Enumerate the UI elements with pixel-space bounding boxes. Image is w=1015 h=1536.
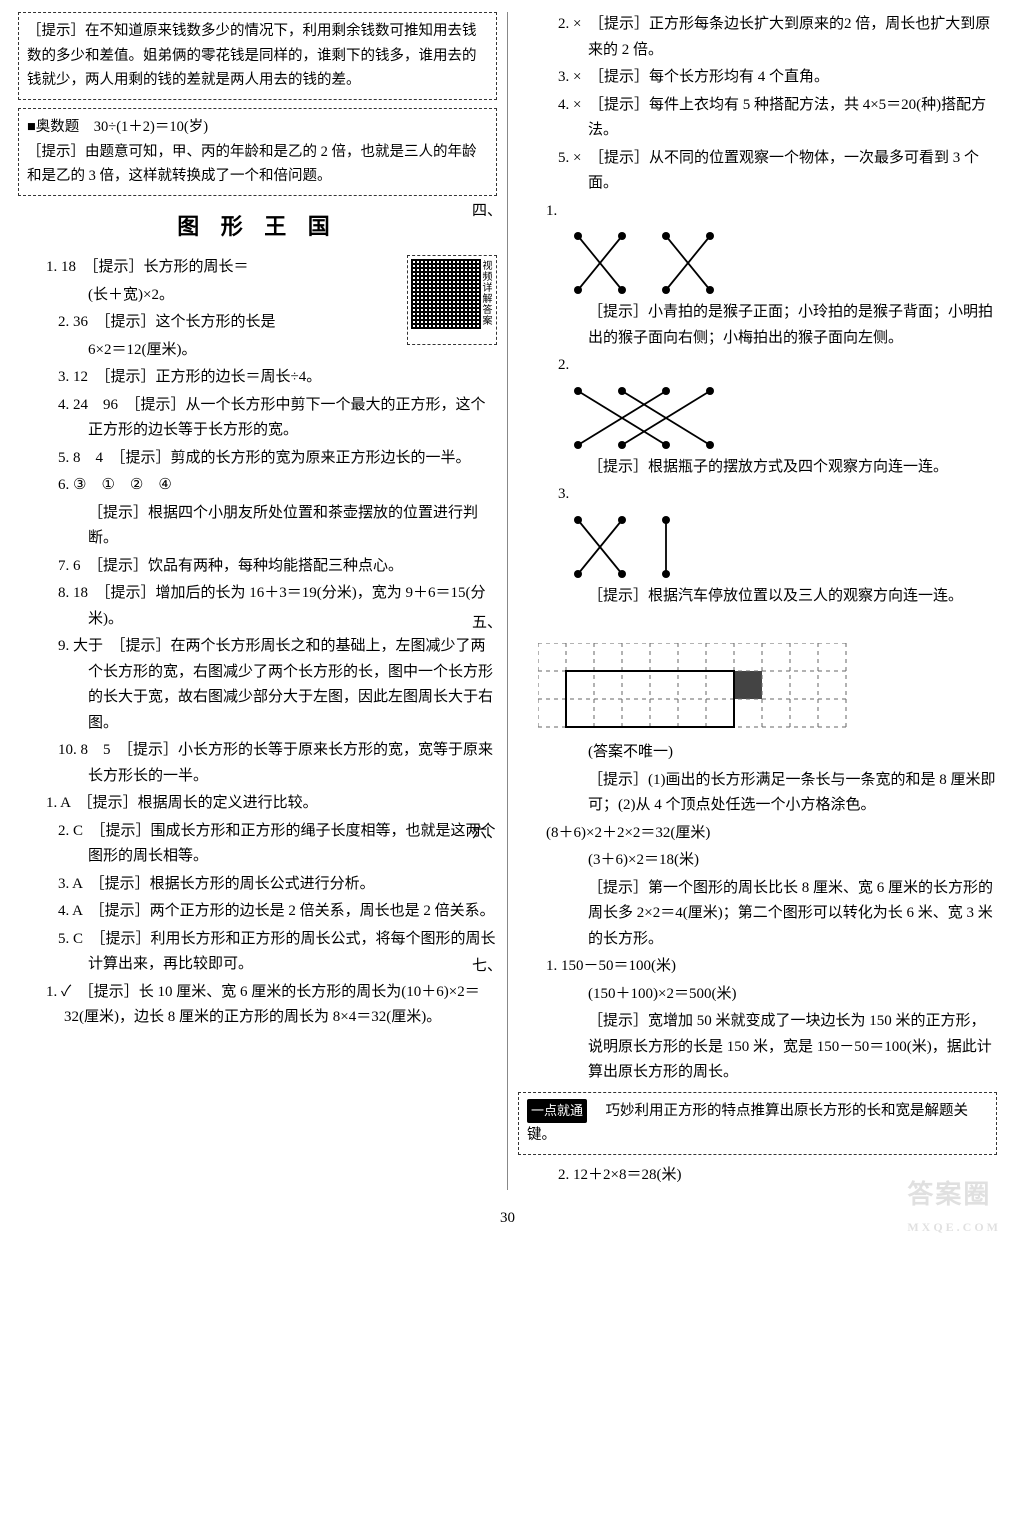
hint-box-2b: ［提示］由题意可知，甲、丙的年龄和是乙的 2 倍，也就是三人的年龄和是乙的 3 … — [27, 140, 488, 189]
s7-l1: 七、1. 150－50＝100(米) — [518, 954, 997, 980]
s4-i1pre: 1. — [546, 203, 557, 219]
s4-i1hint: ［提示］小青拍的是猴子正面；小玲拍的是猴子背面；小明拍出的猴子面向右侧；小梅拍出… — [518, 300, 997, 351]
s7-hint: ［提示］宽增加 50 米就变成了一块边长为 150 米的正方形，说明原长方形的长… — [518, 1009, 997, 1086]
s7-l2: (150＋100)×2＝500(米) — [518, 982, 997, 1008]
s1-i6a: 6. ③ ① ② ④ — [18, 473, 497, 499]
s6-l1t: (8＋6)×2＋2×2＝32(厘米) — [546, 825, 710, 841]
tip-text: 巧妙利用正方形的特点推算出原长方形的长和宽是解题关键。 — [527, 1103, 968, 1144]
qr-label: 视频详解答案 — [477, 260, 494, 326]
s2-label: 二、 — [18, 791, 46, 817]
qr-code: 视频详解答案 — [407, 255, 497, 345]
s2-i3: 3. A ［提示］根据长方形的周长公式进行分析。 — [18, 872, 497, 898]
hint-box-1-text: ［提示］在不知道原来钱数多少的情况下，利用剩余钱数可推知用去钱数的多少和差值。姐… — [27, 23, 477, 88]
s4-i3pre: 3. — [518, 482, 997, 508]
s2-i4: 4. A ［提示］两个正方形的边长是 2 倍关系，周长也是 2 倍关系。 — [18, 899, 497, 925]
s3-i2: 2. × ［提示］正方形每条边长扩大到原来的2 倍，周长也扩大到原来的 2 倍。 — [518, 12, 997, 63]
s1-i4: 4. 24 96 ［提示］从一个长方形中剪下一个最大的正方形，这个正方形的边长等… — [18, 393, 497, 444]
s2-i5: 5. C ［提示］利用长方形和正方形的周长公式，将每个图形的周长计算出来，再比较… — [18, 927, 497, 978]
s2-i1: 二、1. A ［提示］根据周长的定义进行比较。 — [18, 791, 497, 817]
s1-i3: 3. 12 ［提示］正方形的边长＝周长÷4。 — [18, 365, 497, 391]
s5-hint: ［提示］(1)画出的长方形满足一条长与一条宽的和是 8 厘米即可；(2)从 4 … — [518, 768, 997, 819]
s4-i2hint: ［提示］根据瓶子的摆放方式及四个观察方向连一连。 — [518, 455, 997, 481]
hint-box-2: ■奥数题 30÷(1＋2)＝10(岁) ［提示］由题意可知，甲、丙的年龄和是乙的… — [18, 108, 497, 196]
s1-i10: 10. 8 5 ［提示］小长方形的长等于原来长方形的宽，宽等于原来长方形长的一半… — [18, 738, 497, 789]
s5-note: (答案不唯一) — [518, 740, 997, 766]
hint-box-2a: ■奥数题 30÷(1＋2)＝10(岁) — [27, 115, 488, 140]
s6-hint: ［提示］第一个图形的周长比长 8 厘米、宽 6 厘米的长方形的周长多 2×2＝4… — [518, 876, 997, 953]
s6-l2: (3＋6)×2＝18(米) — [518, 848, 997, 874]
s7-l1t: 1. 150－50＝100(米) — [546, 958, 676, 974]
s4-i2pre: 2. — [518, 353, 997, 379]
s1-i8: 8. 18 ［提示］增加后的长为 16＋3＝19(分米)，宽为 9＋6＝15(分… — [18, 581, 497, 632]
s3-i4: 4. × ［提示］每件上衣均有 5 种搭配方法，共 4×5＝20(种)搭配方法。 — [518, 93, 997, 144]
s4-label: 四、 — [518, 199, 546, 225]
grid-diagram — [538, 643, 848, 729]
s1-i6b: ［提示］根据四个小朋友所处位置和茶壶摆放的位置进行判断。 — [18, 501, 497, 552]
s5: 五、 — [518, 611, 997, 637]
s1-i1a: 1. 18 ［提示］长方形的周长＝ — [46, 259, 249, 275]
s3-i3: 3. × ［提示］每个长方形均有 4 个直角。 — [518, 65, 997, 91]
s1-i5: 5. 8 4 ［提示］剪成的长方形的宽为原来正方形边长的一半。 — [18, 446, 497, 472]
s2-i1t: 1. A ［提示］根据周长的定义进行比较。 — [46, 795, 318, 811]
s4-i3hint: ［提示］根据汽车停放位置以及三人的观察方向连一连。 — [518, 584, 997, 610]
s6-label: 六、 — [518, 821, 546, 847]
hint-box-1: ［提示］在不知道原来钱数多少的情况下，利用剩余钱数可推知用去钱数的多少和差值。姐… — [18, 12, 497, 100]
s3-i1: 三、1. ✓ ［提示］长 10 厘米、宽 6 厘米的长方形的周长为(10＋6)×… — [18, 980, 497, 1031]
tip-box: 一点就通 巧妙利用正方形的特点推算出原长方形的长和宽是解题关键。 — [518, 1092, 997, 1155]
s3-i5: 5. × ［提示］从不同的位置观察一个物体，一次最多可看到 3 个面。 — [518, 146, 997, 197]
s4-i1: 四、1. — [518, 199, 997, 225]
right-column: 2. × ［提示］正方形每条边长扩大到原来的2 倍，周长也扩大到原来的 2 倍。… — [508, 12, 997, 1190]
match-diagram-2 — [568, 383, 748, 453]
qr-pattern — [411, 259, 481, 329]
match-diagram-1 — [568, 228, 748, 298]
tip-badge: 一点就通 — [527, 1099, 587, 1123]
s1-label: 一、 — [18, 255, 46, 281]
s3-label: 三、 — [18, 980, 46, 1006]
match-diagram-3 — [568, 512, 708, 582]
s5-label: 五、 — [518, 611, 546, 637]
s7-label: 七、 — [518, 954, 546, 980]
s7-l3: 2. 12＋2×8＝28(米) — [518, 1163, 997, 1189]
left-column: ［提示］在不知道原来钱数多少的情况下，利用剩余钱数可推知用去钱数的多少和差值。姐… — [18, 12, 508, 1190]
s6-l1: 六、(8＋6)×2＋2×2＝32(厘米) — [518, 821, 997, 847]
s3-i1t: 1. ✓ ［提示］长 10 厘米、宽 6 厘米的长方形的周长为(10＋6)×2＝… — [46, 984, 480, 1026]
section-title: 图 形 王 国 — [18, 208, 497, 245]
page: ［提示］在不知道原来钱数多少的情况下，利用剩余钱数可推知用去钱数的多少和差值。姐… — [0, 0, 1015, 1200]
s1-i9: 9. 大于 ［提示］在两个长方形周长之和的基础上，左图减少了两个长方形的宽，右图… — [18, 634, 497, 736]
page-number: 30 — [0, 1200, 1015, 1246]
s1-i7: 7. 6 ［提示］饮品有两种，每种均能搭配三种点心。 — [18, 554, 497, 580]
s2-i2: 2. C ［提示］围成长方形和正方形的绳子长度相等，也就是这两个图形的周长相等。 — [18, 819, 497, 870]
